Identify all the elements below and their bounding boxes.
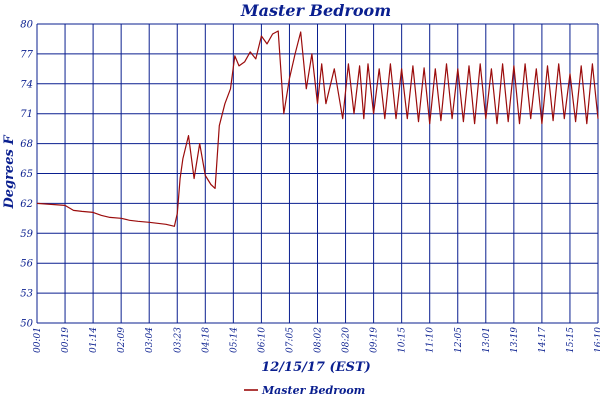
y-tick-label: 65 (20, 169, 33, 180)
x-axis-title: 12/15/17 (EST) (261, 360, 371, 375)
x-tick-label: 15:15 (566, 327, 576, 353)
legend-label: Master Bedroom (261, 384, 365, 397)
chart-title: Master Bedroom (240, 1, 391, 20)
y-tick-label: 80 (20, 20, 33, 31)
series-line-0 (36, 30, 599, 227)
y-tick-label: 77 (20, 49, 33, 60)
x-tick-label: 06:10 (257, 327, 267, 353)
x-tick-label: 07:05 (285, 327, 295, 353)
x-tick-labels: 00:01 00:19 01:14 02:09 03:04 03:23 04:18 05:14… (33, 327, 600, 353)
x-tick-label: 01:14 (89, 327, 99, 353)
x-tick-label: 00:19 (61, 327, 71, 353)
x-tick-label: 05:14 (229, 327, 239, 353)
x-tick-label: 03:23 (173, 327, 183, 353)
x-tick-label: 08:02 (314, 327, 324, 353)
x-tick-label: 08:20 (342, 327, 352, 353)
x-tick-label: 14:17 (538, 327, 548, 353)
y-tick-label: 50 (20, 319, 33, 330)
legend: Master Bedroom (244, 384, 365, 397)
x-tick-label: 10:15 (398, 327, 408, 353)
x-tick-label: 11:10 (426, 327, 436, 353)
y-axis-title: Degrees F (2, 135, 17, 210)
y-tick-label: 53 (20, 289, 33, 300)
x-tick-label: 00:01 (33, 327, 43, 353)
y-tick-label: 74 (20, 79, 33, 90)
y-tick-label: 71 (20, 109, 33, 120)
x-tick-label: 09:19 (370, 327, 380, 353)
y-tick-label: 56 (20, 259, 33, 270)
x-tick-label: 13:19 (510, 327, 520, 353)
series-group (36, 30, 599, 227)
y-tick-label: 68 (20, 139, 33, 150)
y-tick-label: 62 (20, 199, 33, 210)
y-tick-label: 59 (20, 229, 33, 240)
x-tick-label: 13:01 (482, 327, 492, 353)
y-tick-labels: 50 53 56 59 62 65 68 71 74 77 80 (20, 20, 33, 330)
x-tick-label: 04:18 (201, 327, 211, 353)
x-tick-label: 02:09 (117, 327, 127, 353)
x-tick-label: 03:04 (145, 327, 155, 353)
x-tick-label: 16:10 (594, 327, 600, 353)
x-tick-label: 12:05 (454, 327, 464, 353)
